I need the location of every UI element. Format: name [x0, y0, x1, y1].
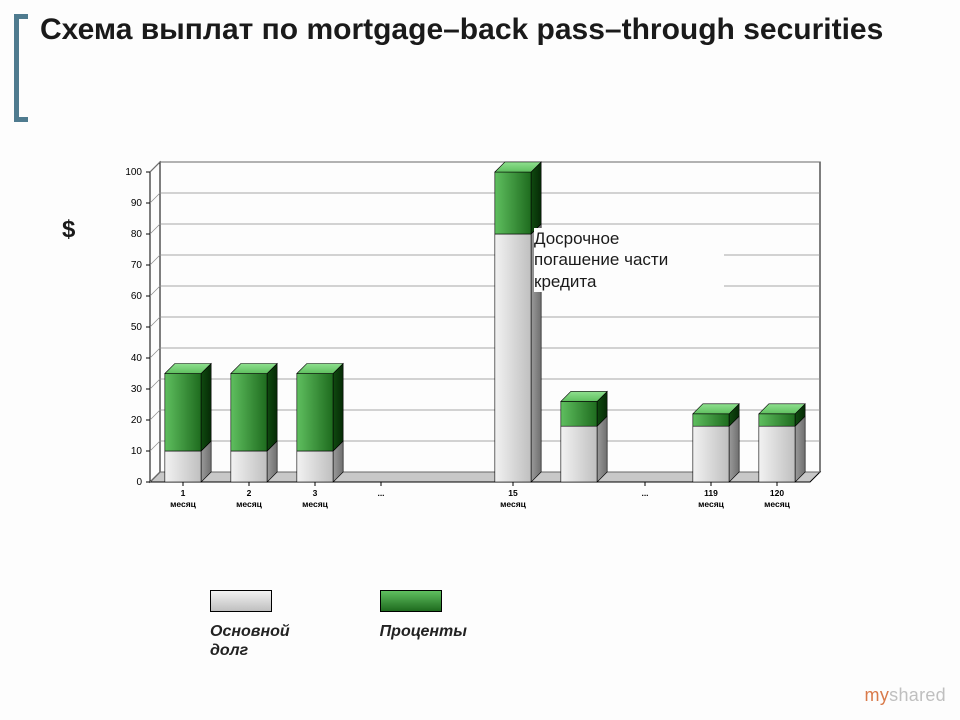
- svg-text:месяц: месяц: [764, 499, 791, 509]
- chart-container: 01020304050607080901001месяц2месяц3месяц…: [106, 160, 836, 540]
- legend-swatch-interest: [380, 590, 442, 612]
- y-axis-label: $: [62, 216, 75, 244]
- svg-text:месяц: месяц: [170, 499, 197, 509]
- slide-title: Схема выплат по mortgage–back pass–throu…: [40, 12, 920, 48]
- watermark-rest: shared: [889, 685, 946, 705]
- svg-text:месяц: месяц: [302, 499, 329, 509]
- svg-text:30: 30: [131, 384, 143, 395]
- svg-text:3: 3: [313, 488, 318, 498]
- svg-text:50: 50: [131, 322, 143, 333]
- svg-text:60: 60: [131, 291, 143, 302]
- svg-text:месяц: месяц: [698, 499, 725, 509]
- svg-text:90: 90: [131, 198, 143, 209]
- legend-label-interest: Проценты: [380, 622, 467, 641]
- legend-swatch-principal: [210, 590, 272, 612]
- svg-text:70: 70: [131, 260, 143, 271]
- svg-text:15: 15: [508, 488, 518, 498]
- svg-text:20: 20: [131, 415, 143, 426]
- watermark: myshared: [865, 685, 946, 706]
- svg-text:1: 1: [181, 488, 186, 498]
- svg-text:119: 119: [704, 488, 718, 498]
- svg-text:месяц: месяц: [236, 499, 263, 509]
- watermark-prefix: my: [865, 685, 890, 705]
- svg-text:...: ...: [377, 488, 384, 498]
- svg-text:месяц: месяц: [500, 499, 527, 509]
- legend-label-principal: Основнойдолг: [210, 622, 290, 660]
- svg-text:120: 120: [770, 488, 784, 498]
- svg-text:2: 2: [247, 488, 252, 498]
- svg-text:80: 80: [131, 229, 143, 240]
- legend-item-principal: Основнойдолг: [210, 590, 290, 660]
- legend: Основнойдолг Проценты: [210, 590, 467, 660]
- svg-text:10: 10: [131, 446, 143, 457]
- svg-text:0: 0: [136, 477, 142, 488]
- svg-text:100: 100: [125, 167, 142, 178]
- chart-annotation: Досрочноепогашение частикредита: [534, 228, 724, 292]
- svg-text:...: ...: [641, 488, 648, 498]
- payments-chart: 01020304050607080901001месяц2месяц3месяц…: [106, 160, 836, 540]
- svg-text:40: 40: [131, 353, 143, 364]
- legend-item-interest: Проценты: [380, 590, 467, 660]
- title-bracket: [14, 14, 28, 122]
